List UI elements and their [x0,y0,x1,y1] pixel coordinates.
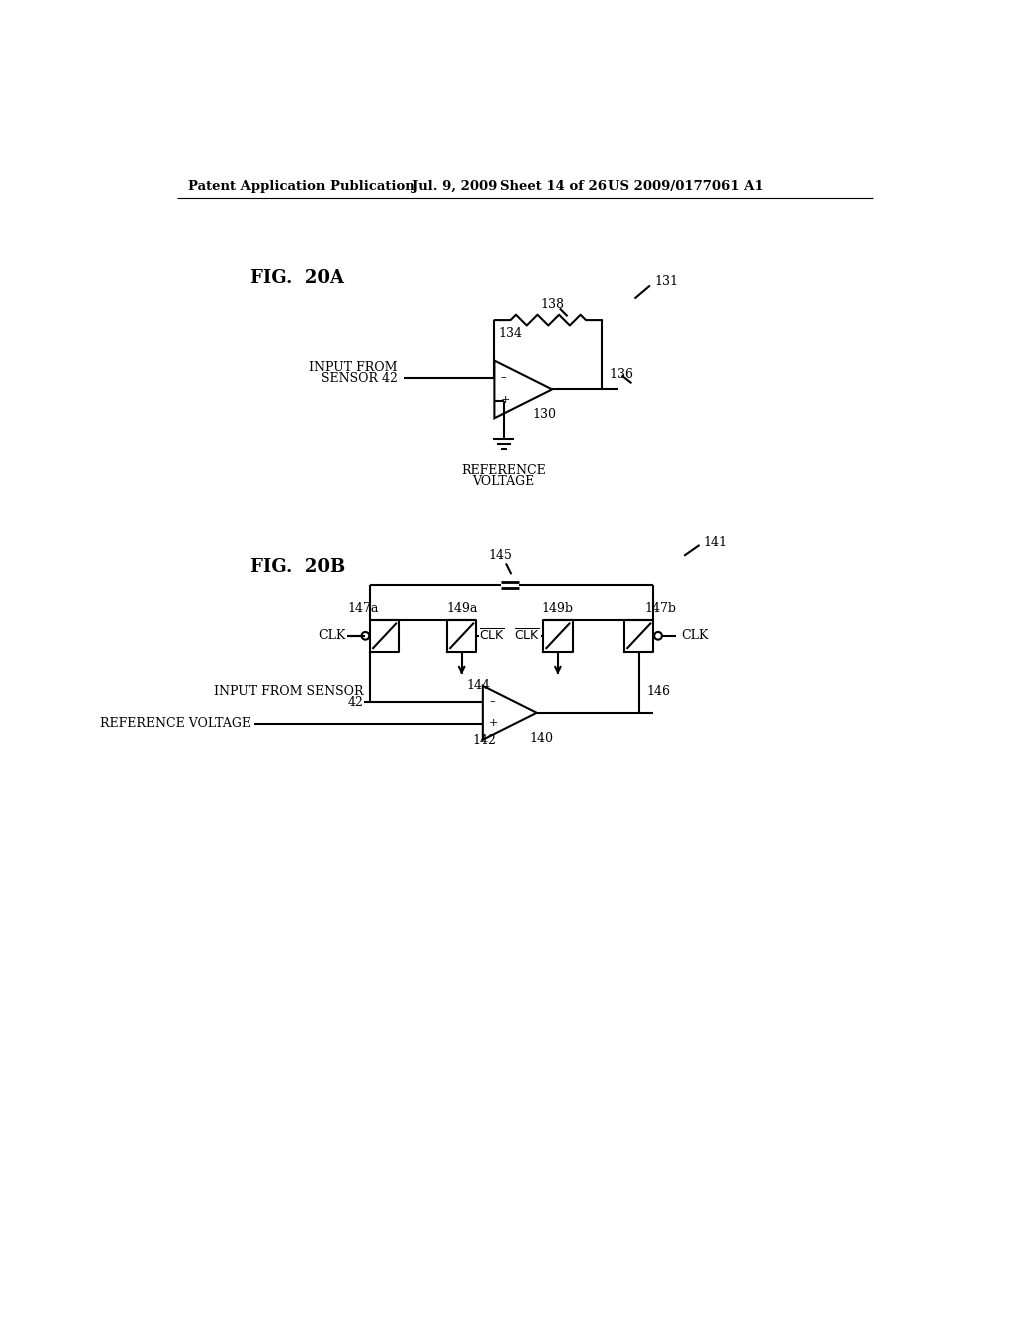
Text: 142: 142 [473,734,497,747]
Text: REFERENCE: REFERENCE [461,463,546,477]
Text: 136: 136 [610,367,634,380]
Text: US 2009/0177061 A1: US 2009/0177061 A1 [608,181,764,194]
Text: 144: 144 [466,678,490,692]
Text: VOLTAGE: VOLTAGE [472,475,535,488]
Text: 149a: 149a [446,602,477,615]
Text: Patent Application Publication: Patent Application Publication [188,181,415,194]
Text: –: – [501,372,506,381]
Text: REFERENCE VOLTAGE: REFERENCE VOLTAGE [99,717,251,730]
Text: 134: 134 [499,327,522,341]
Text: –: – [489,696,495,706]
Text: Sheet 14 of 26: Sheet 14 of 26 [500,181,607,194]
Text: 146: 146 [646,685,671,698]
Text: CLK: CLK [318,630,345,643]
Text: 149b: 149b [542,602,573,615]
Text: 140: 140 [529,733,553,746]
Text: $\overline{\mathsf{CLK}}$: $\overline{\mathsf{CLK}}$ [479,628,506,644]
Text: 145: 145 [488,549,512,562]
Text: 147a: 147a [347,602,379,615]
Text: +: + [489,718,499,727]
Text: INPUT FROM: INPUT FROM [309,360,397,374]
Text: 131: 131 [654,275,679,288]
Text: SENSOR 42: SENSOR 42 [321,372,397,385]
Text: $\overline{\mathsf{CLK}}$: $\overline{\mathsf{CLK}}$ [514,628,541,644]
Text: FIG.  20B: FIG. 20B [250,557,345,576]
Text: +: + [501,395,510,405]
Text: FIG.  20A: FIG. 20A [250,269,344,286]
Text: 138: 138 [540,298,564,312]
Text: Jul. 9, 2009: Jul. 9, 2009 [412,181,497,194]
Text: 42: 42 [348,696,364,709]
Text: CLK: CLK [681,630,709,643]
Text: 147b: 147b [644,602,676,615]
Text: INPUT FROM SENSOR: INPUT FROM SENSOR [214,685,364,698]
Text: 130: 130 [532,408,556,421]
Text: 141: 141 [703,536,727,549]
